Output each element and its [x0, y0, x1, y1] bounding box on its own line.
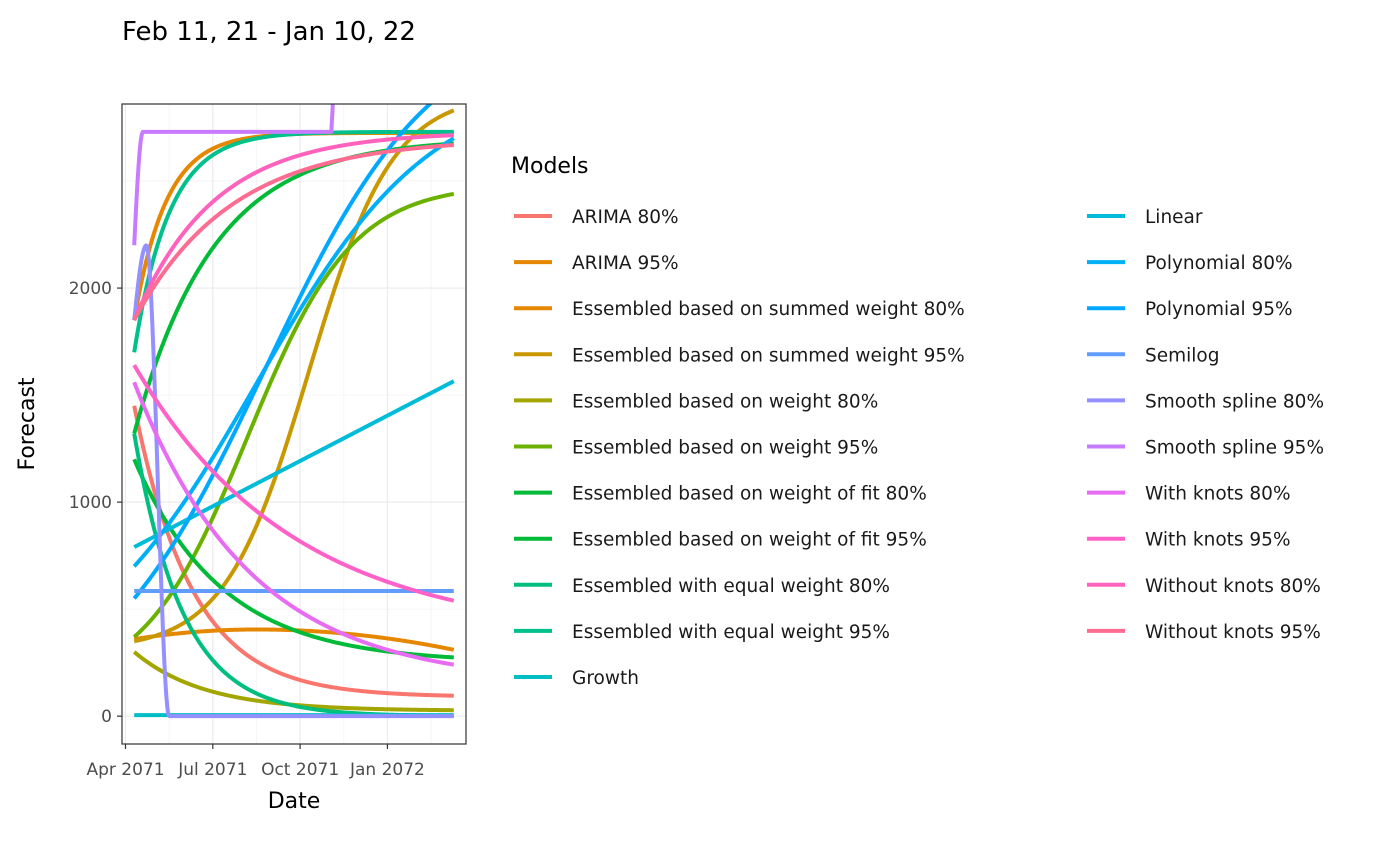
legend-item: Without knots 80%	[1087, 576, 1321, 597]
chart-title: Feb 11, 21 - Jan 10, 22	[122, 17, 416, 47]
y-tick-label: 0	[101, 707, 112, 727]
legend-label: ARIMA 95%	[572, 253, 679, 274]
legend-label: Essembled with equal weight 80%	[572, 576, 890, 597]
series-line-smooth-spline-95	[132, 104, 335, 246]
legend-label: Linear	[1145, 207, 1203, 228]
series-line-without-knots-80	[132, 133, 455, 321]
legend-item: Growth	[514, 668, 639, 689]
legend-item: Semilog	[1087, 345, 1220, 366]
legend-label: Essembled based on weight 80%	[572, 391, 878, 412]
legend-item: Without knots 95%	[1087, 622, 1321, 643]
legend-label: Essembled with equal weight 95%	[572, 622, 890, 643]
series-line-with-knots-80	[132, 381, 455, 667]
legend-item: Linear	[1087, 207, 1203, 228]
x-tick-label: Oct 2071	[261, 760, 339, 780]
legend-title: Models	[511, 154, 589, 179]
x-tick-label: Jan 2072	[349, 760, 425, 780]
y-axis-title: Forecast	[15, 377, 40, 470]
legend-item: Essembled based on weight 95%	[514, 438, 878, 459]
legend-label: Essembled based on summed weight 95%	[572, 345, 965, 366]
legend-items: ARIMA 80% ARIMA 95% Essembled based on sum…	[514, 207, 1324, 689]
legend-label: Polynomial 80%	[1145, 253, 1293, 274]
x-tick-label: Jul 2071	[177, 760, 247, 780]
legend-item: Essembled with equal weight 95%	[514, 622, 890, 643]
x-axis-title: Date	[268, 789, 321, 814]
legend-item: Essembled based on summed weight 95%	[514, 345, 965, 366]
legend-label: ARIMA 80%	[572, 207, 679, 228]
y-axis: 0 1000 2000	[69, 279, 122, 727]
legend-label: Essembled based on summed weight 80%	[572, 299, 965, 320]
legend-item: ARIMA 80%	[514, 207, 679, 228]
legend-label: Without knots 80%	[1145, 576, 1321, 597]
legend-label: Semilog	[1145, 345, 1220, 366]
legend-item: ARIMA 95%	[514, 253, 679, 274]
series-line-smooth-spline-80	[132, 243, 455, 719]
legend-label: With knots 95%	[1145, 530, 1291, 551]
legend-item: Smooth spline 80%	[1087, 391, 1324, 412]
legend-item: Polynomial 95%	[1087, 299, 1293, 320]
x-axis: Apr 2071 Jul 2071 Oct 2071 Jan 2072	[86, 744, 425, 780]
series-line-with-knots-95	[132, 364, 455, 603]
legend-item: Essembled based on weight of fit 95%	[514, 530, 927, 551]
legend-label: Essembled based on weight 95%	[572, 438, 878, 459]
legend-label: With knots 80%	[1145, 484, 1291, 505]
x-tick-label: Apr 2071	[86, 760, 164, 780]
series-lines	[132, 104, 455, 719]
legend-label: Smooth spline 95%	[1145, 438, 1324, 459]
legend-item: Essembled based on weight 80%	[514, 391, 878, 412]
y-tick-label: 2000	[69, 279, 112, 299]
legend-label: Growth	[572, 668, 639, 689]
legend-item: Smooth spline 95%	[1087, 438, 1324, 459]
legend-label: Essembled based on weight of fit 80%	[572, 484, 927, 505]
legend-label: Essembled based on weight of fit 95%	[572, 530, 927, 551]
panel-border	[121, 103, 467, 745]
legend-item: With knots 80%	[1087, 484, 1291, 505]
legend-item: With knots 95%	[1087, 530, 1291, 551]
legend-label: Without knots 95%	[1145, 622, 1321, 643]
y-tick-label: 1000	[69, 493, 112, 513]
series-line-polynomial-95	[132, 104, 434, 600]
legend-label: Smooth spline 80%	[1145, 391, 1324, 412]
plot-area	[121, 103, 467, 745]
legend-label: Polynomial 95%	[1145, 299, 1293, 320]
series-line-polynomial-80	[132, 136, 455, 568]
legend-item: Essembled with equal weight 80%	[514, 576, 890, 597]
series-line-arima-80	[132, 405, 455, 698]
legend: Models ARIMA 80% ARIMA 95% Essembled based…	[511, 154, 1324, 689]
legend-item: Polynomial 80%	[1087, 253, 1293, 274]
series-line-without-knots-95	[132, 143, 455, 322]
legend-item: Essembled based on summed weight 80%	[514, 299, 965, 320]
series-line-essembled-based-on-weight-95	[132, 191, 455, 639]
legend-item: Essembled based on weight of fit 80%	[514, 484, 927, 505]
